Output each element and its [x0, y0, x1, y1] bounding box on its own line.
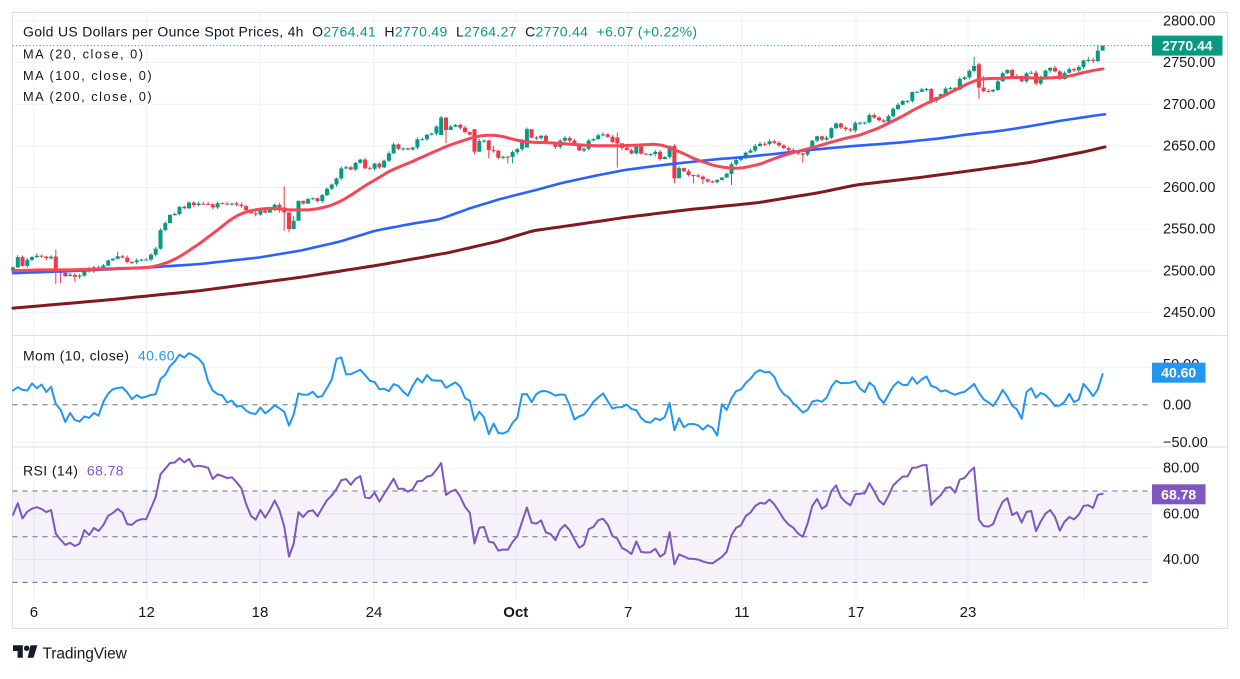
svg-text:2700.00: 2700.00 [1163, 97, 1215, 113]
svg-text:MA (100, close, 0): MA (100, close, 0) [23, 68, 153, 83]
svg-text:40.60: 40.60 [1161, 365, 1196, 381]
svg-text:2770.44: 2770.44 [1162, 38, 1213, 54]
svg-text:RSI (14) 68.78: RSI (14) 68.78 [23, 463, 124, 479]
svg-text:0.00: 0.00 [1163, 397, 1191, 413]
svg-text:24: 24 [366, 604, 383, 621]
svg-text:MA (20, close, 0): MA (20, close, 0) [23, 46, 145, 61]
svg-text:80.00: 80.00 [1163, 461, 1199, 477]
svg-text:23: 23 [960, 604, 977, 621]
svg-text:Mom (10, close) 40.60: Mom (10, close) 40.60 [23, 348, 175, 364]
svg-text:TradingView: TradingView [43, 645, 128, 662]
svg-text:2650.00: 2650.00 [1163, 138, 1215, 154]
svg-text:18: 18 [252, 604, 269, 621]
svg-text:2550.00: 2550.00 [1163, 222, 1215, 238]
svg-text:2450.00: 2450.00 [1163, 305, 1215, 321]
svg-text:11: 11 [734, 604, 750, 621]
svg-text:12: 12 [138, 604, 155, 621]
svg-text:68.78: 68.78 [1161, 486, 1196, 502]
svg-text:40.00: 40.00 [1163, 552, 1199, 568]
svg-text:2600.00: 2600.00 [1163, 180, 1215, 196]
svg-text:6: 6 [30, 604, 38, 621]
svg-text:2500.00: 2500.00 [1163, 263, 1215, 279]
svg-text:17: 17 [848, 604, 865, 621]
svg-text:−50.00: −50.00 [1163, 435, 1208, 451]
svg-text:MA (200, close, 0): MA (200, close, 0) [23, 89, 153, 104]
svg-text:7: 7 [624, 604, 632, 621]
svg-text:60.00: 60.00 [1163, 506, 1199, 522]
svg-text:Gold US Dollars per Ounce Spot: Gold US Dollars per Ounce Spot Prices, 4… [23, 24, 697, 40]
svg-text:Oct: Oct [503, 604, 528, 621]
svg-text:2800.00: 2800.00 [1163, 14, 1215, 30]
svg-text:2750.00: 2750.00 [1163, 55, 1215, 71]
